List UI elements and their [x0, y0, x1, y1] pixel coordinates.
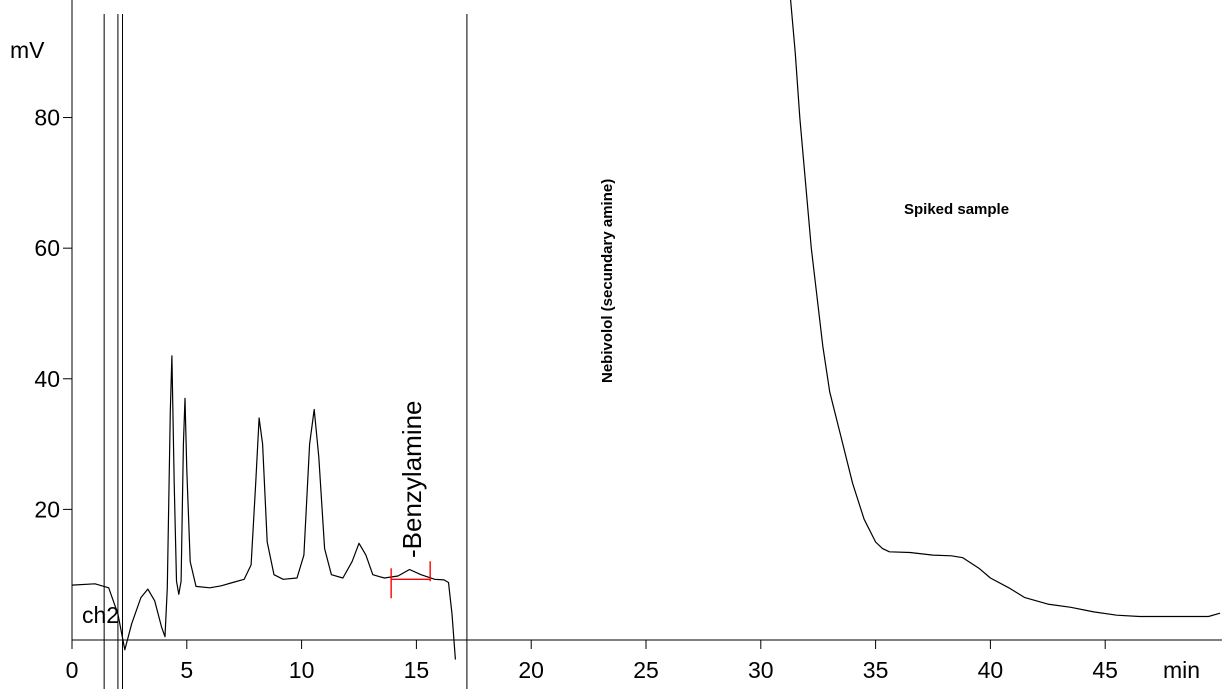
benzylamine-peak-label: -Benzylamine	[397, 400, 427, 558]
series-group	[71, 0, 1221, 660]
y-tick-label: 40	[34, 366, 60, 392]
x-tick-label: 35	[863, 657, 889, 683]
x-tick-label: 15	[404, 657, 430, 683]
nebivolol-annotation: Nebivolol (secundary amine)	[599, 179, 616, 383]
x-tick-label: 30	[748, 657, 774, 683]
x-tick-label: 0	[66, 657, 79, 683]
x-tick-label: 25	[633, 657, 659, 683]
series-line	[790, 0, 1221, 618]
x-tick-label: 10	[289, 657, 315, 683]
y-tick-label: 80	[34, 105, 60, 131]
x-tick-label: 5	[180, 657, 193, 683]
integration-baseline-group	[390, 561, 431, 599]
vertical-markers	[103, 14, 468, 689]
x-tick-label: 40	[978, 657, 1004, 683]
x-tick-label: 20	[518, 657, 544, 683]
y-axis-unit-label: mV	[10, 37, 45, 63]
series-line	[71, 355, 456, 660]
channel-label: ch2	[82, 602, 119, 628]
axes: 20 40 60 80 0 5 10 15 20 25 30 35 40 45	[34, 0, 1222, 683]
x-tick-label: 45	[1092, 657, 1118, 683]
x-axis-unit-label: min	[1163, 657, 1200, 683]
spiked-sample-annotation: Spiked sample	[904, 201, 1009, 218]
y-tick-label: 60	[34, 235, 60, 261]
y-tick-label: 20	[34, 496, 60, 522]
